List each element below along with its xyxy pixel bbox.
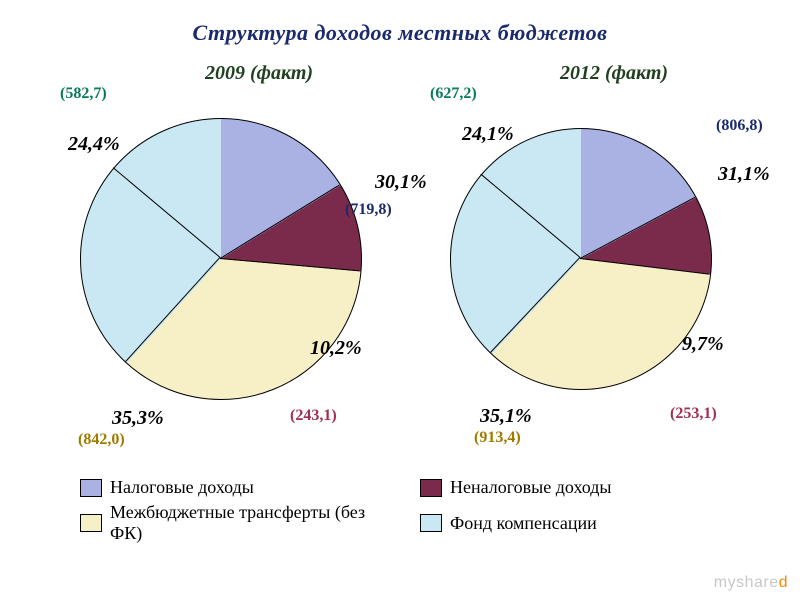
legend-swatch [80,479,102,497]
legend-swatch [420,514,442,532]
slice-percent: 9,7% [682,334,724,354]
slice-value: (582,7) [60,86,107,102]
slice-value: (806,8) [716,118,763,134]
legend-label: Неналоговые доходы [450,477,612,498]
legend-item: Межбюджетные трансферты (без ФК) [80,502,390,544]
slice-value: (243,1) [290,408,337,424]
slice-percent: 30,1% [375,172,427,192]
slice-percent: 24,1% [462,124,514,144]
watermark-text: myshare [714,574,779,591]
slice-percent: 31,1% [718,164,770,184]
page-title: Структура доходов местных бюджетов [0,20,800,46]
legend-item: Налоговые доходы [80,477,390,498]
chart-subtitle: 2009 (факт) [205,62,313,85]
legend: Налоговые доходы Неналоговые доходы Межбюд… [80,477,730,544]
legend-swatch [80,514,102,532]
slice-percent: 35,3% [112,408,164,428]
slice-percent: 24,4% [68,134,120,154]
watermark: myshared [714,574,788,592]
slice-value: (627,2) [430,86,477,102]
legend-item: Фонд компенсации [420,502,730,544]
slice-percent: 10,2% [310,338,362,358]
slice-percent: 35,1% [480,406,532,426]
legend-swatch [420,479,442,497]
slice-value: (719,8) [345,202,392,218]
watermark-accent: d [779,574,788,591]
chart-subtitle: 2012 (факт) [560,62,668,85]
slice-value: (253,1) [670,406,717,422]
chart-stage: { "title": { "text": "Структура доходов … [0,0,800,600]
legend-label: Фонд компенсации [450,513,597,534]
legend-label: Межбюджетные трансферты (без ФК) [110,502,390,544]
slice-value: (842,0) [78,432,125,448]
slice-value: (913,4) [474,430,521,446]
legend-label: Налоговые доходы [110,477,254,498]
legend-item: Неналоговые доходы [420,477,730,498]
